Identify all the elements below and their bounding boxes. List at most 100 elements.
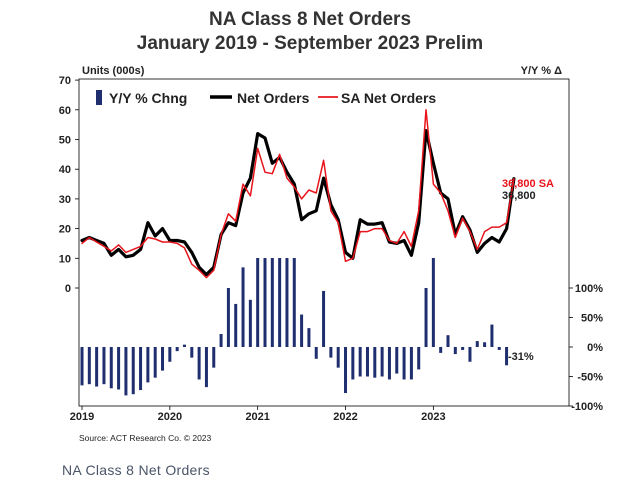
yoy-bar xyxy=(490,324,494,347)
chart-subtitle: January 2019 - September 2023 Prelim xyxy=(137,33,483,54)
yoy-bar xyxy=(80,347,84,386)
yoy-bar xyxy=(300,314,304,347)
yoy-bar xyxy=(87,347,91,385)
yoy-bar xyxy=(409,347,413,380)
x-tick-label: 2022 xyxy=(333,411,357,423)
yoy-bar xyxy=(373,347,377,378)
yoy-bar xyxy=(431,258,435,347)
yoy-bar xyxy=(241,267,245,347)
yoy-bar xyxy=(182,344,186,347)
x-axis-ticks: 2019 2020 2021 2022 2023 xyxy=(70,406,446,423)
legend: Y/Y % Chng Net Orders SA Net Orders xyxy=(96,90,436,106)
yoy-bar xyxy=(365,347,369,377)
right-axis-ticks: 100% 50% 0% -50% -100% xyxy=(569,283,603,413)
yoy-bar xyxy=(190,347,194,358)
net-orders-line xyxy=(80,129,516,277)
x-tick-label: 2023 xyxy=(421,411,445,423)
yoy-bar xyxy=(446,335,450,347)
right-tick-label: 50% xyxy=(581,313,603,325)
yoy-bar xyxy=(497,347,501,350)
yoy-bar xyxy=(124,347,128,396)
right-tick-label: 100% xyxy=(575,283,603,295)
yoy-bar xyxy=(161,347,165,371)
order-lines xyxy=(80,109,516,279)
yoy-bar xyxy=(168,347,172,362)
caption: NA Class 8 Net Orders xyxy=(62,462,210,478)
yoy-bar xyxy=(248,299,252,347)
legend-label-yoy: Y/Y % Chng xyxy=(109,90,187,106)
yoy-bar xyxy=(139,347,143,391)
yoy-bar xyxy=(278,258,282,347)
yoy-bar xyxy=(461,347,465,350)
yoy-bar xyxy=(387,347,391,380)
yoy-bar xyxy=(175,347,179,352)
yoy-bar xyxy=(131,347,135,395)
yoy-bar xyxy=(453,347,457,355)
yoy-bar xyxy=(292,258,296,347)
left-tick-label: 0 xyxy=(65,283,71,295)
left-tick-label: 20 xyxy=(59,224,71,236)
yoy-bar xyxy=(322,290,326,347)
yoy-bar xyxy=(270,258,274,347)
yoy-bar xyxy=(307,328,311,347)
yoy-bar xyxy=(402,347,406,380)
yoy-bar xyxy=(219,334,223,347)
right-axis-label: Y/Y % Δ xyxy=(521,65,562,77)
chart-title: NA Class 8 Net Orders xyxy=(209,9,411,30)
right-tick-label: 0% xyxy=(587,342,603,354)
yoy-bar xyxy=(314,347,318,359)
left-tick-label: 40 xyxy=(59,164,71,176)
yoy-bar xyxy=(505,347,509,366)
legend-label-net: Net Orders xyxy=(237,90,310,106)
yoy-bar xyxy=(417,347,421,370)
yoy-bar xyxy=(424,288,428,347)
yoy-bar xyxy=(109,347,113,389)
left-axis-ticks: 0 10 20 30 40 50 60 70 xyxy=(59,75,79,295)
left-tick-label: 50 xyxy=(59,135,71,147)
yoy-bar xyxy=(336,347,340,368)
yoy-bar xyxy=(234,303,238,347)
yoy-bar xyxy=(204,347,208,388)
yoy-bar xyxy=(263,258,267,347)
chart: NA Class 8 Net Orders January 2019 - Sep… xyxy=(59,9,603,443)
plot-frame xyxy=(78,78,570,407)
yoy-bar xyxy=(226,288,230,347)
yoy-bar xyxy=(95,347,99,387)
legend-swatch-yoy xyxy=(96,90,102,105)
yoy-bar xyxy=(329,347,333,358)
right-tick-label: -50% xyxy=(577,372,603,384)
yoy-bar xyxy=(117,347,121,390)
yoy-bars xyxy=(80,258,509,396)
source-note: Source: ACT Research Co. © 2023 xyxy=(79,433,212,443)
yoy-bar xyxy=(468,347,472,362)
yoy-bar xyxy=(285,258,289,347)
yoy-bar xyxy=(102,347,106,385)
left-axis-label: Units (000s) xyxy=(82,65,145,77)
yoy-bar xyxy=(483,342,487,347)
yoy-bar xyxy=(344,347,348,394)
yoy-bar xyxy=(256,258,260,347)
right-tick-label: -100% xyxy=(571,401,603,413)
annotation-yoy: -31% xyxy=(508,351,534,363)
left-tick-label: 10 xyxy=(59,253,71,265)
yoy-bar xyxy=(351,347,355,380)
yoy-bar xyxy=(380,347,384,377)
yoy-bar xyxy=(475,341,479,347)
yoy-bar xyxy=(358,347,362,377)
yoy-bar xyxy=(153,347,157,378)
legend-label-sa: SA Net Orders xyxy=(341,90,436,106)
sa-net-orders-line xyxy=(81,109,515,279)
x-tick-label: 2021 xyxy=(245,411,269,423)
x-tick-label: 2020 xyxy=(158,411,182,423)
x-tick-label: 2019 xyxy=(70,411,94,423)
yoy-bar xyxy=(395,347,399,374)
yoy-bar xyxy=(197,347,201,380)
annotation-sa: 36,800 SA xyxy=(502,178,554,190)
left-tick-label: 60 xyxy=(59,105,71,117)
yoy-bar xyxy=(212,347,216,368)
yoy-bar xyxy=(439,347,443,353)
left-tick-label: 70 xyxy=(59,75,71,87)
annotation-net: 36,800 xyxy=(502,190,536,202)
yoy-bar xyxy=(146,347,150,383)
left-tick-label: 30 xyxy=(59,194,71,206)
